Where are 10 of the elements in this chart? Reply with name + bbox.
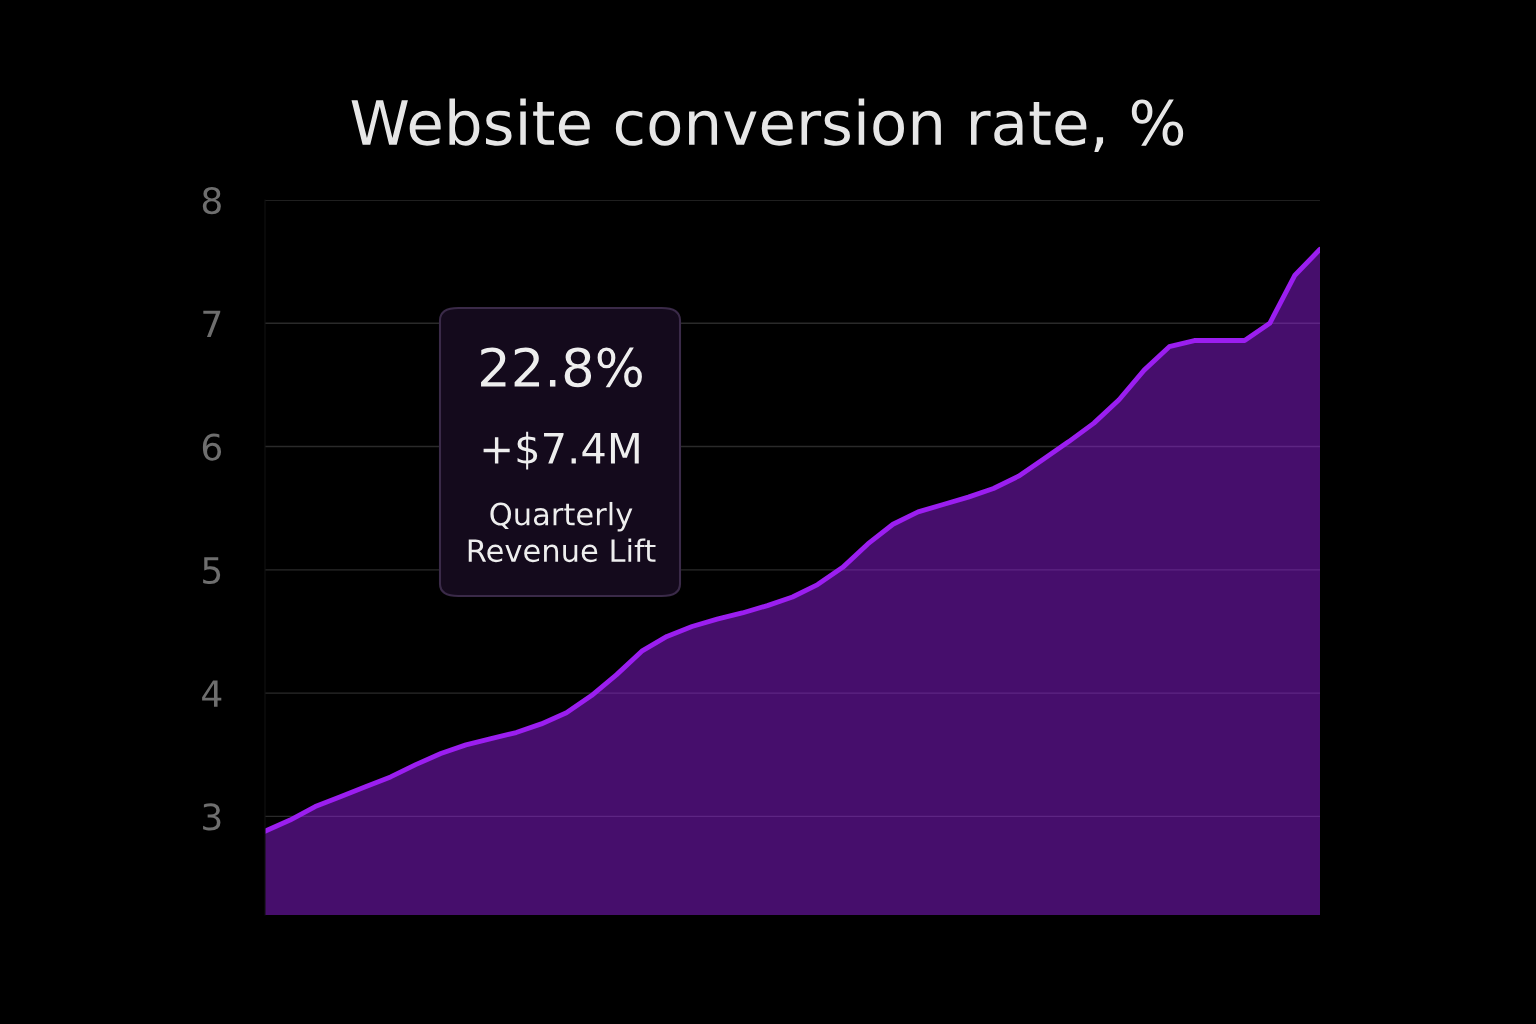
annotation: 22.8% <box>481 347 642 388</box>
y-tick-label: 4 <box>202 680 222 707</box>
y-tick-label: 6 <box>202 433 222 461</box>
annotation: +$7.4M <box>483 431 639 470</box>
y-tick-label: 8 <box>202 186 221 215</box>
y-tick-label: 3 <box>203 803 221 831</box>
annotation: Quarterly Revenue Lift <box>468 501 656 563</box>
chart-title: Website conversion rate, % <box>351 98 1184 152</box>
y-tick-label: 7 <box>203 310 221 337</box>
y-tick-label: 5 <box>203 557 221 585</box>
